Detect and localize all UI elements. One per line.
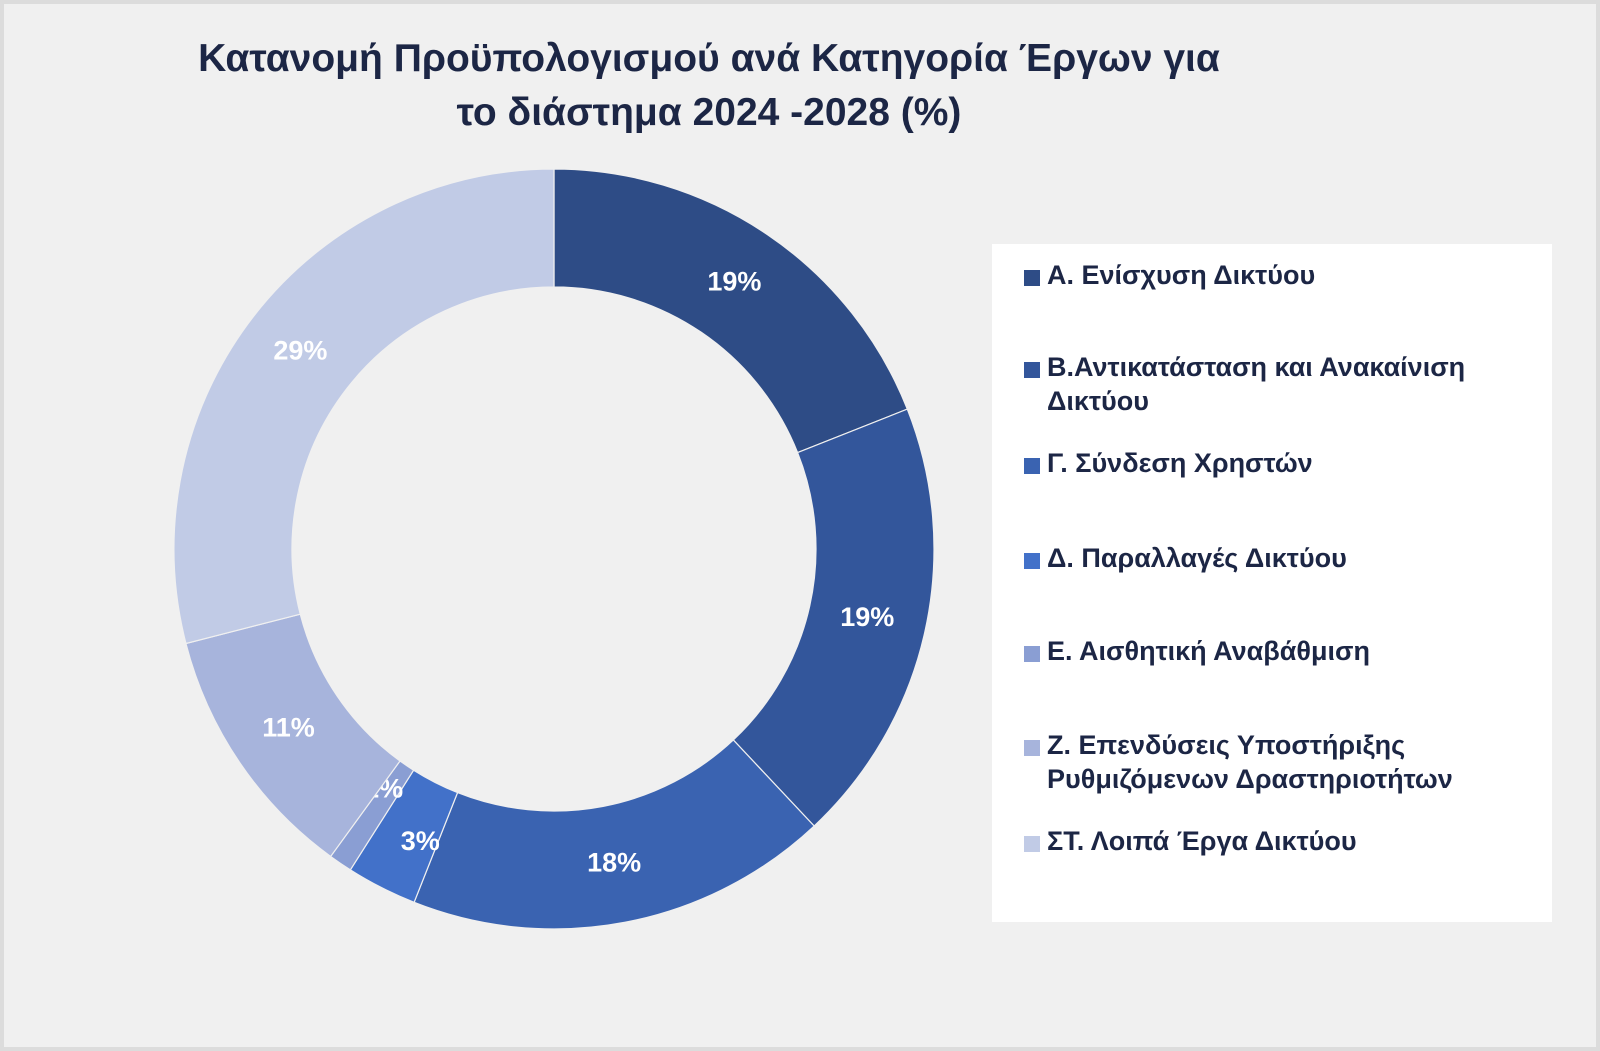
legend-label: Γ. Σύνδεση Χρηστών xyxy=(1047,448,1313,478)
legend-swatch xyxy=(1024,836,1040,852)
chart-title: Κατανομή Προϋπολογισμού ανά Κατηγορία Έρ… xyxy=(144,32,1274,140)
donut-chart: 19%19%18%3%1%11%29% xyxy=(173,168,935,930)
legend-label: Β.Αντικατάσταση και Ανακαίνιση Δικτύου xyxy=(1047,352,1466,416)
chart-legend: Α. Ενίσχυση Δικτύου Β.Αντικατάσταση και … xyxy=(992,244,1552,922)
legend-item-d: Δ. Παραλλαγές Δικτύου xyxy=(1024,541,1544,575)
legend-swatch xyxy=(1024,646,1040,662)
legend-item-st: ΣΤ. Λοιπά Έργα Δικτύου xyxy=(1024,824,1544,858)
legend-item-z: Ζ. Επενδύσεις Υποστήριξης Ρυθμιζόμενων Δ… xyxy=(1024,728,1544,796)
legend-label: Δ. Παραλλαγές Δικτύου xyxy=(1047,543,1347,573)
legend-item-b: Β.Αντικατάσταση και Ανακαίνιση Δικτύου xyxy=(1024,350,1544,418)
legend-label: Ζ. Επενδύσεις Υποστήριξης Ρυθμιζόμενων Δ… xyxy=(1047,730,1453,794)
donut-slice xyxy=(413,739,815,930)
legend-label: Ε. Αισθητική Αναβάθμιση xyxy=(1047,636,1370,666)
legend-swatch xyxy=(1024,270,1040,286)
slice-label: 29% xyxy=(273,335,327,365)
legend-swatch xyxy=(1024,553,1040,569)
legend-swatch xyxy=(1024,362,1040,378)
slice-label: 19% xyxy=(707,267,761,297)
slice-label: 19% xyxy=(840,602,894,632)
chart-title-line-1: Κατανομή Προϋπολογισμού ανά Κατηγορία Έρ… xyxy=(198,37,1220,80)
legend-item-c: Γ. Σύνδεση Χρηστών xyxy=(1024,446,1544,480)
donut-slice xyxy=(553,168,909,454)
slice-label: 18% xyxy=(587,847,641,877)
donut-slice xyxy=(732,408,935,827)
legend-label: Α. Ενίσχυση Δικτύου xyxy=(1047,260,1316,290)
donut-slice xyxy=(173,168,555,645)
legend-item-a: Α. Ενίσχυση Δικτύου xyxy=(1024,258,1544,292)
slice-label: 11% xyxy=(262,713,315,743)
legend-label: ΣΤ. Λοιπά Έργα Δικτύου xyxy=(1047,826,1357,856)
legend-swatch xyxy=(1024,458,1040,474)
slice-label: 3% xyxy=(401,826,440,856)
chart-title-line-2: το διάστημα 2024 -2028 (%) xyxy=(456,91,962,134)
legend-item-e: Ε. Αισθητική Αναβάθμιση xyxy=(1024,634,1544,668)
legend-swatch xyxy=(1024,740,1040,756)
